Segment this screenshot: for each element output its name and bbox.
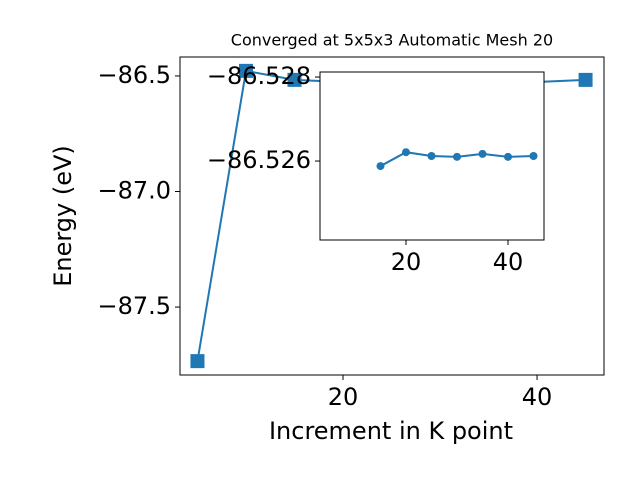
plot-frame [319, 71, 545, 241]
marker [427, 152, 436, 160]
x-tick-label: 40 [493, 248, 524, 276]
y-axis-label: Energy (eV) [49, 145, 77, 287]
marker [529, 152, 538, 160]
x-axis-label: Increment in K point [269, 417, 513, 445]
chart-title: Converged at 5x5x3 Automatic Mesh 20 [231, 31, 553, 50]
marker [503, 152, 512, 161]
y-tick-label: −86.526 [207, 146, 311, 174]
marker [478, 149, 487, 158]
y-tick-label: −86.5 [97, 61, 171, 89]
x-tick-label: 20 [328, 383, 359, 411]
marker [376, 162, 385, 171]
marker [287, 72, 302, 87]
x-tick-label: 20 [391, 248, 422, 276]
marker [238, 63, 253, 78]
marker [190, 354, 205, 369]
marker [578, 72, 593, 87]
marker [401, 148, 410, 157]
plot-frame [179, 56, 605, 376]
y-tick-label: −86.528 [207, 62, 311, 90]
y-tick-label: −87.0 [97, 177, 171, 205]
y-tick-label: −87.5 [97, 292, 171, 320]
x-tick-label: 40 [522, 383, 553, 411]
marker [452, 152, 461, 161]
